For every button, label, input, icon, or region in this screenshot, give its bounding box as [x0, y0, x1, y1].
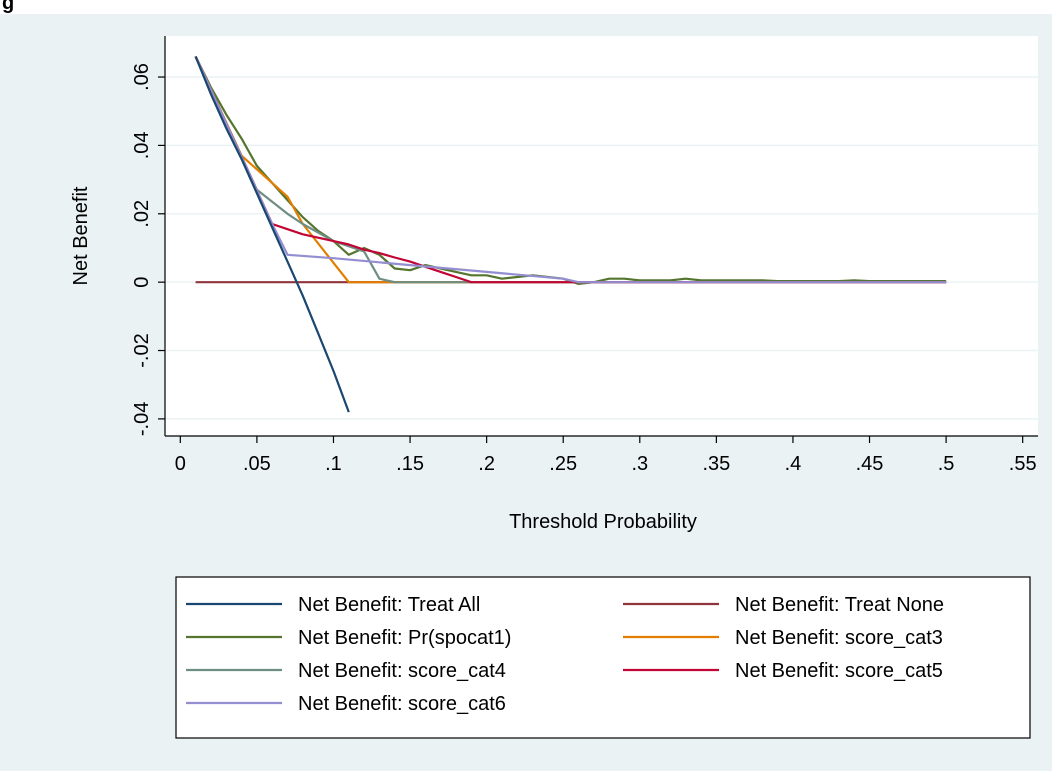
series-line-6 [194, 56, 947, 284]
x-tick-label: .25 [549, 453, 577, 475]
x-tick-label: .2 [478, 453, 495, 475]
x-tick-label: .45 [856, 453, 884, 475]
series-line-5 [194, 56, 947, 284]
legend-label-3: Net Benefit: score_cat3 [735, 627, 943, 649]
legend-label-4: Net Benefit: score_cat4 [298, 660, 506, 682]
x-tick-label: .4 [785, 453, 802, 475]
x-tick-label: 0 [175, 453, 186, 475]
series-lines [194, 56, 947, 413]
x-tick-label: .55 [1009, 453, 1037, 475]
y-tick-label: .02 [131, 200, 153, 228]
x-tick-label: .5 [938, 453, 955, 475]
plot-area [165, 36, 1038, 436]
y-tick-label: .06 [131, 63, 153, 91]
series-line-3 [194, 56, 947, 284]
x-tick-label: .15 [396, 453, 424, 475]
legend-label-1: Net Benefit: Treat None [735, 594, 944, 616]
x-tick-label: .05 [243, 453, 271, 475]
legend-label-6: Net Benefit: score_cat6 [298, 693, 506, 715]
y-tick-label: .04 [131, 131, 153, 159]
y-tick-label: -.04 [131, 402, 153, 436]
caption-fragment: g [2, 0, 14, 14]
legend-box [175, 576, 1031, 739]
legend-label-0: Net Benefit: Treat All [298, 594, 480, 616]
x-axis-title: Threshold Probability [509, 511, 697, 533]
y-tick-label: -.02 [131, 333, 153, 367]
legend: Net Benefit: Treat All Net Benefit: Treat… [186, 594, 944, 715]
x-tick-label: .35 [702, 453, 730, 475]
y-axis-title: Net Benefit [70, 186, 92, 285]
x-axis: 0 .05 .1 .15 .2 .25 .3 .35 .4 .45 .5 .55 [175, 436, 1037, 475]
caption-strip [0, 0, 1052, 14]
legend-label-5: Net Benefit: score_cat5 [735, 660, 943, 682]
series-line-0 [194, 56, 350, 413]
legend-label-2: Net Benefit: Pr(spocat1) [298, 627, 511, 649]
x-tick-label: .3 [631, 453, 648, 475]
y-tick-label: 0 [131, 277, 153, 288]
x-tick-label: .1 [325, 453, 342, 475]
y-axis: -.04 -.02 0 .02 .04 .06 [131, 63, 165, 436]
